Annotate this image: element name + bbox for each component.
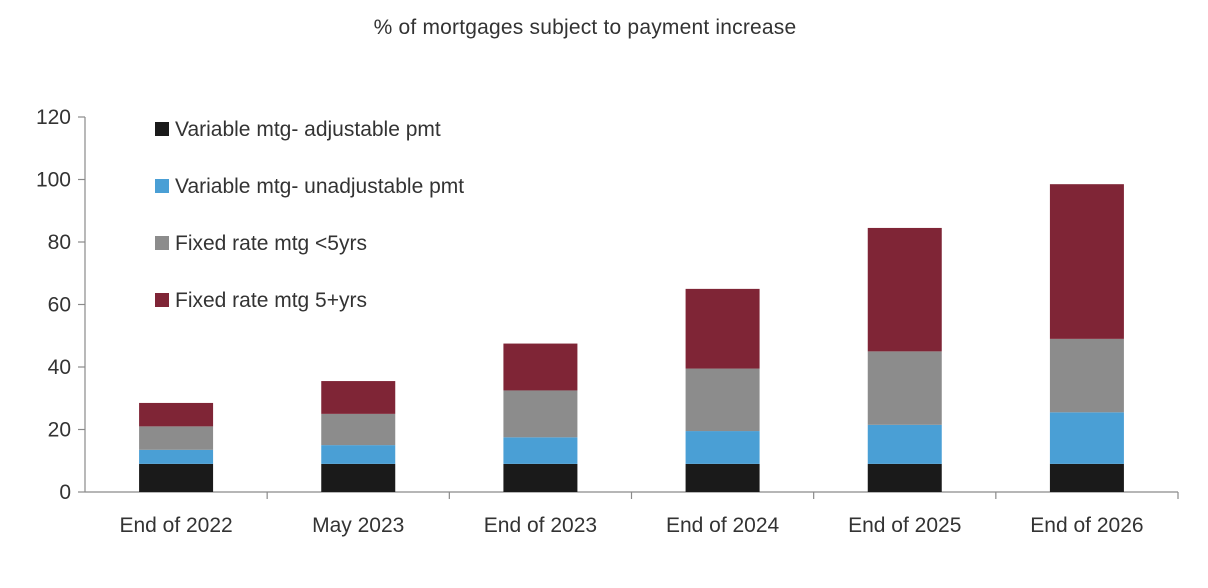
y-tick-label: 40 [48,356,71,379]
bar-segment [867,463,942,492]
legend-swatch [155,236,169,250]
bar-segment [1049,338,1124,413]
legend-label: Variable mtg- unadjustable pmt [175,175,464,198]
y-tick-label: 100 [36,169,71,192]
bar-segment [1049,184,1124,339]
bar-segment [321,381,396,414]
bar-segment [1049,412,1124,464]
legend-swatch [155,293,169,307]
bar-segment [685,463,760,492]
bar-segment [685,368,760,432]
bar-segment [1049,463,1124,492]
y-tick-label: 80 [48,231,71,254]
bar-segment [685,431,760,464]
legend-label: Variable mtg- adjustable pmt [175,118,441,141]
x-tick-label: End of 2024 [666,514,780,537]
y-tick-label: 120 [36,106,71,129]
bar-segment [139,463,214,492]
x-tick-label: End of 2022 [119,514,232,537]
x-tick-label: End of 2025 [848,514,961,537]
axes-group: 0 20 40 60 80 100 120 End of 2022 May 2023 End of… [36,106,1179,537]
x-tick-label: End of 2023 [484,514,597,537]
bar-segment [867,424,942,464]
legend-swatch [155,179,169,193]
x-tick-label: May 2023 [312,514,404,537]
y-tick-label: 20 [48,419,71,442]
bar-segment [867,351,942,425]
legend-label: Fixed rate mtg <5yrs [175,232,367,255]
bars-group [139,184,1124,492]
bar-segment [321,413,396,446]
bar-segment [139,402,214,427]
legend-swatch [155,122,169,136]
bar-segment [685,288,760,369]
bar-segment [321,463,396,492]
legend-label: Fixed rate mtg 5+yrs [175,289,367,312]
bar-segment [503,390,578,438]
x-tick-label: End of 2026 [1030,514,1143,537]
bar-segment [503,463,578,492]
bar-segment [503,343,578,391]
bar-segment [321,445,396,464]
bar-segment [139,449,214,464]
chart-title: % of mortgages subject to payment increa… [373,16,797,39]
legend: Variable mtg- adjustable pmt Variable mtg… [155,118,464,312]
bar-segment [139,426,214,450]
bar-segment [503,437,578,464]
y-tick-label: 60 [48,294,71,317]
y-tick-label: 0 [59,481,71,504]
bar-segment [867,227,942,352]
